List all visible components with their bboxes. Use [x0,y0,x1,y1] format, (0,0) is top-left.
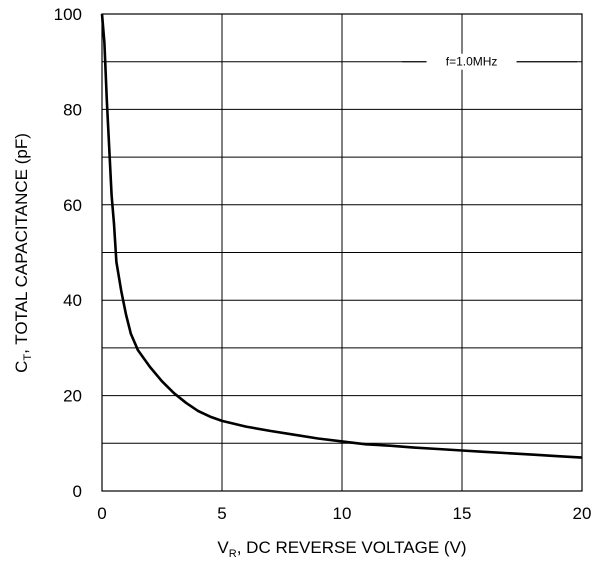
x-axis-title-sub: R [229,548,237,558]
annotation-background [426,53,517,70]
y-tick-label: 100 [54,5,82,24]
y-axis-title-sub: T [22,354,34,361]
y-axis-title-rest: , TOTAL CAPACITANCE (pF) [12,133,31,354]
tick-labels: 0 5 10 15 20 0 20 40 60 80 100 [54,5,592,523]
x-axis-title: VR, DC REVERSE VOLTAGE (V) [217,538,466,558]
y-tick-label: 40 [63,291,82,310]
y-tick-label: 20 [63,387,82,406]
y-tick-label: 80 [63,100,82,119]
plot-frame [101,13,583,492]
capacitance-curve [100,13,583,459]
y-tick-label: 0 [73,482,82,501]
x-tick-label: 20 [573,504,592,523]
y-tick-label: 60 [63,196,82,215]
grid [102,14,582,491]
frequency-annotation: f=1.0MHz [402,53,578,70]
x-tick-label: 10 [333,504,352,523]
x-tick-label: 15 [453,504,472,523]
annotation-label: f=1.0MHz [446,55,498,69]
x-axis-title-rest: , DC REVERSE VOLTAGE (V) [237,538,467,557]
x-tick-label: 5 [217,504,226,523]
x-tick-label: 0 [97,504,106,523]
y-axis-title-main: C [12,361,31,373]
y-axis-title: CT, TOTAL CAPACITANCE (pF) [12,133,34,373]
x-axis-title-main: V [217,538,229,557]
